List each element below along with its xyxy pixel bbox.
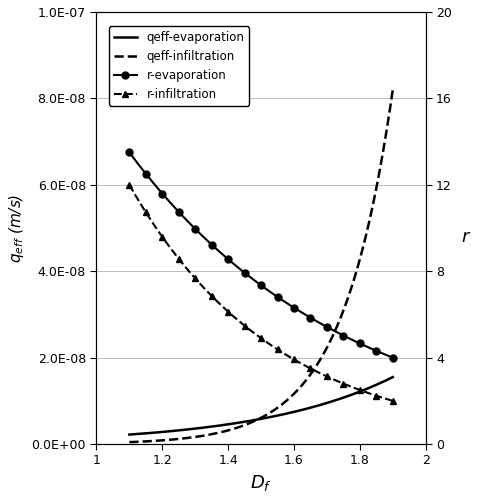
qeff-evaporation <box>127 432 133 438</box>
Line: qeff-evaporation: qeff-evaporation <box>130 377 393 434</box>
qeff-evaporation <box>282 411 288 417</box>
r-infiltration <box>282 352 288 358</box>
qeff-evaporation <box>127 432 132 438</box>
qeff-infiltration <box>283 398 289 404</box>
r-infiltration <box>127 182 132 188</box>
qeff-infiltration <box>127 439 133 445</box>
Y-axis label: $r$: $r$ <box>461 228 471 246</box>
Line: r-infiltration: r-infiltration <box>130 185 393 401</box>
qeff-evaporation <box>365 386 371 392</box>
r-infiltration <box>288 354 293 360</box>
X-axis label: $D_f$: $D_f$ <box>250 473 272 493</box>
r-infiltration <box>283 352 289 358</box>
Y-axis label: $q_{eff}$ (m/s): $q_{eff}$ (m/s) <box>7 194 26 262</box>
qeff-infiltration <box>127 439 132 445</box>
qeff-infiltration <box>365 224 371 230</box>
r-evaporation <box>282 299 288 305</box>
qeff-infiltration <box>390 86 396 92</box>
r-infiltration <box>390 398 396 404</box>
Legend: qeff-evaporation, qeff-infiltration, r-evaporation, r-infiltration: qeff-evaporation, qeff-infiltration, r-e… <box>109 26 250 106</box>
qeff-evaporation <box>283 410 289 416</box>
r-evaporation <box>127 150 132 156</box>
qeff-evaporation <box>288 410 293 416</box>
Line: qeff-infiltration: qeff-infiltration <box>130 90 393 442</box>
r-evaporation <box>288 302 293 308</box>
r-evaporation <box>365 344 371 350</box>
Line: r-evaporation: r-evaporation <box>130 152 393 358</box>
r-evaporation <box>283 300 289 306</box>
r-infiltration <box>348 384 354 390</box>
r-evaporation <box>348 336 354 342</box>
qeff-infiltration <box>288 394 293 400</box>
qeff-evaporation <box>390 374 396 380</box>
r-infiltration <box>127 184 133 190</box>
r-evaporation <box>390 354 396 360</box>
qeff-evaporation <box>348 392 354 398</box>
qeff-infiltration <box>282 398 288 404</box>
r-evaporation <box>127 150 133 156</box>
r-infiltration <box>365 390 371 396</box>
qeff-infiltration <box>348 284 354 290</box>
